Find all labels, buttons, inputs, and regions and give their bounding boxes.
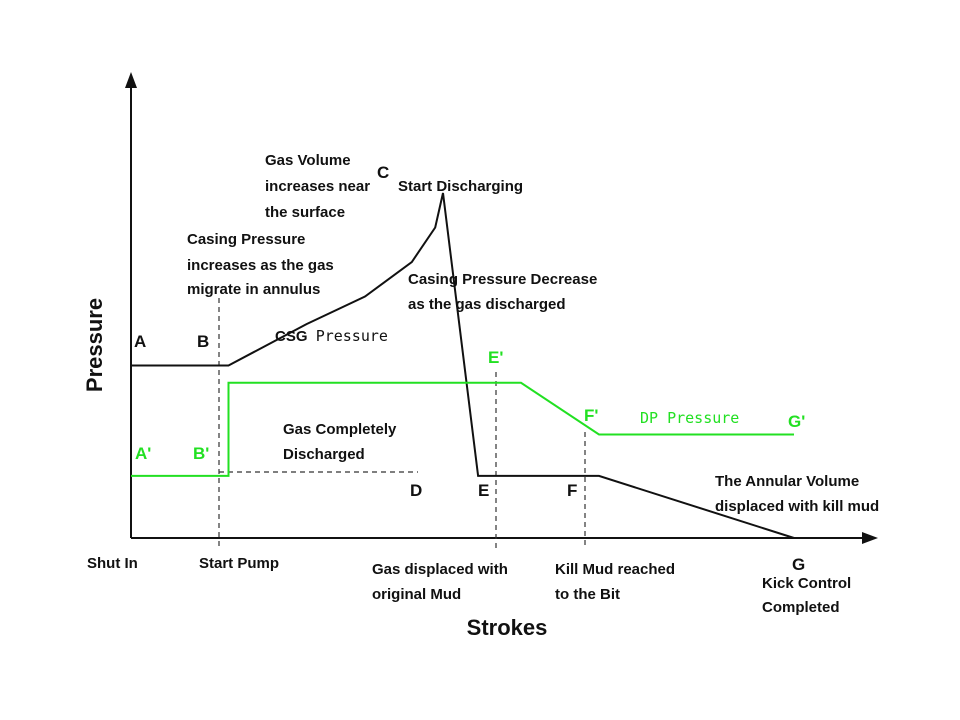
point-label-b: B <box>197 332 209 351</box>
point-label-c: C <box>377 163 389 182</box>
annotation-annular-volume: The Annular Volume displaced with kill m… <box>715 473 879 515</box>
point-label-f: F <box>567 481 577 500</box>
stage-label-start-pump: Start Pump <box>199 555 279 572</box>
annotation-start-discharging: Start Discharging <box>398 178 523 195</box>
point-label-a-prime: A' <box>135 444 151 463</box>
point-label-e-prime: E' <box>488 348 503 367</box>
stage-label-gas-displaced: Gas displaced with original Mud <box>372 561 512 603</box>
series-label-dp-pressure: DP Pressure <box>640 409 739 427</box>
y-axis-title: Pressure <box>82 298 107 392</box>
point-label-g: G <box>792 555 805 574</box>
point-label-b-prime: B' <box>193 444 209 463</box>
y-axis-arrow <box>125 72 137 88</box>
series-line-dp-pressure <box>131 381 794 477</box>
stage-label-kill-mud: Kill Mud reached to the Bit <box>555 561 679 603</box>
annotation-casing-increase: Casing Pressure increases as the gas mig… <box>187 231 338 298</box>
stage-label-shut-in: Shut In <box>87 555 138 572</box>
point-label-f-prime: F' <box>584 406 598 425</box>
point-label-g-prime: G' <box>788 412 805 431</box>
point-label-e: E <box>478 481 489 500</box>
stage-label-kick-control: Kick Control Completed <box>762 575 855 616</box>
point-label-a: A <box>134 332 146 351</box>
x-axis-title: Strokes <box>467 615 548 640</box>
annotation-casing-decrease: Casing Pressure Decrease as the gas disc… <box>408 271 601 313</box>
annotation-gas-volume: Gas Volume increases near the surface <box>265 152 374 221</box>
series-label-csg-pressure: CSG Pressure <box>275 327 388 345</box>
series-line-csg-pressure <box>131 192 795 539</box>
annotation-gas-completely: Gas Completely Discharged <box>283 421 401 463</box>
point-label-d: D <box>410 481 422 500</box>
x-axis-arrow <box>862 532 878 544</box>
